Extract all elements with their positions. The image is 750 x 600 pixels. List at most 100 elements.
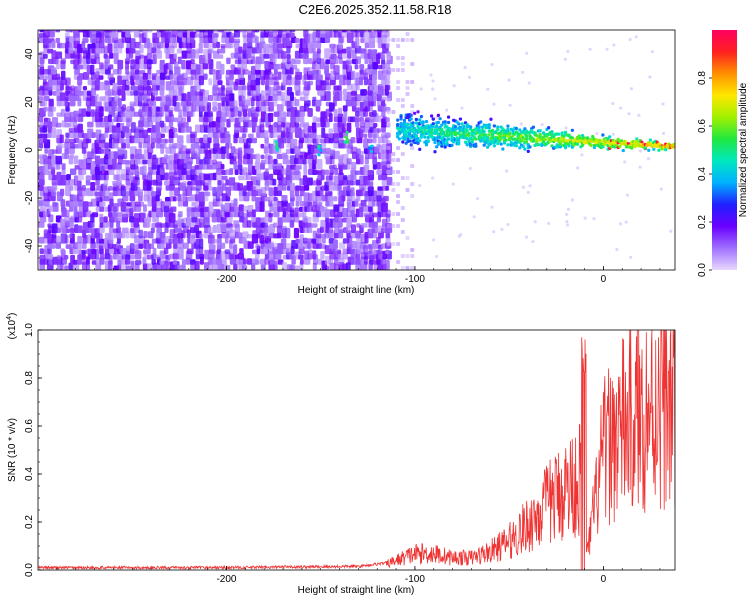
heatmap-cell bbox=[234, 169, 239, 175]
heatmap-cell bbox=[426, 140, 430, 144]
heatmap-cell bbox=[68, 179, 75, 186]
heatmap-cell bbox=[168, 30, 174, 38]
heatmap-cell bbox=[94, 155, 101, 165]
heatmap-cell bbox=[60, 218, 66, 228]
heatmap-cell bbox=[52, 106, 57, 112]
heatmap-cell bbox=[155, 75, 161, 80]
heatmap-cell bbox=[400, 266, 405, 270]
heatmap-cell bbox=[60, 248, 65, 255]
heatmap-cell bbox=[77, 225, 83, 234]
heatmap-cell bbox=[396, 158, 401, 162]
heatmap-cell bbox=[435, 255, 439, 259]
heatmap-cell bbox=[234, 38, 241, 43]
heatmap-cell bbox=[492, 124, 496, 128]
heatmap-cell bbox=[490, 62, 494, 66]
heatmap-cell bbox=[588, 47, 592, 51]
heatmap-cell bbox=[460, 122, 464, 126]
heatmap-cell bbox=[186, 206, 192, 212]
heatmap-cell bbox=[177, 102, 182, 112]
heatmap-cell bbox=[43, 96, 50, 102]
heatmap-cell bbox=[159, 223, 166, 228]
heatmap-cell bbox=[229, 93, 235, 102]
heatmap-cell bbox=[294, 38, 300, 43]
heatmap-cell bbox=[386, 122, 391, 126]
heatmap-cell bbox=[350, 116, 356, 123]
heatmap-cell bbox=[463, 65, 467, 69]
heatmap-cell bbox=[317, 153, 321, 157]
heatmap-cell bbox=[432, 238, 436, 242]
heatmap-cell bbox=[316, 201, 323, 207]
heatmap-cell bbox=[47, 223, 52, 228]
heatmap-cell bbox=[230, 52, 235, 59]
heatmap-cell bbox=[164, 205, 170, 212]
heatmap-cell bbox=[173, 90, 178, 96]
heatmap-cell bbox=[51, 128, 57, 138]
heatmap-cell bbox=[611, 132, 615, 136]
heatmap-cell bbox=[569, 140, 573, 144]
heatmap-cell bbox=[275, 148, 279, 152]
heatmap-cell bbox=[315, 62, 321, 70]
heatmap-cell bbox=[104, 30, 109, 33]
heatmap-cell bbox=[111, 125, 117, 133]
heatmap-cell bbox=[316, 51, 321, 59]
heatmap-cell bbox=[220, 43, 226, 49]
heatmap-cell bbox=[69, 168, 77, 175]
heatmap-cell bbox=[103, 53, 108, 59]
heatmap-cell bbox=[169, 154, 174, 165]
heatmap-cell bbox=[242, 190, 247, 197]
heatmap-cell bbox=[552, 135, 556, 139]
heatmap-cell bbox=[203, 206, 210, 212]
heatmap-cell bbox=[143, 230, 148, 239]
heatmap-cell bbox=[528, 184, 532, 188]
heatmap-cell bbox=[482, 129, 486, 134]
snr-series bbox=[38, 330, 675, 570]
heatmap-cell bbox=[401, 140, 405, 144]
heatmap-cell bbox=[147, 120, 154, 128]
heatmap-cell bbox=[81, 147, 87, 154]
heatmap-cell bbox=[233, 244, 238, 255]
heatmap-cell bbox=[254, 30, 260, 33]
heatmap-cell bbox=[396, 260, 401, 264]
heatmap-cell bbox=[385, 249, 390, 255]
heatmap-cell bbox=[191, 186, 197, 191]
heatmap-cell bbox=[147, 195, 153, 207]
heatmap-cell bbox=[396, 80, 401, 84]
heatmap-cell bbox=[116, 174, 121, 181]
heatmap-cell bbox=[302, 159, 307, 165]
heatmap-cell bbox=[78, 90, 84, 96]
heatmap-cell bbox=[303, 258, 311, 265]
heatmap-cell bbox=[129, 135, 135, 144]
heatmap-cell bbox=[371, 200, 376, 207]
heatmap-cell bbox=[355, 110, 360, 117]
heatmap-cell bbox=[346, 122, 352, 133]
heatmap-cell bbox=[344, 135, 348, 139]
heatmap-cell bbox=[199, 253, 205, 260]
heatmap-cell bbox=[117, 212, 123, 218]
heatmap-cell bbox=[386, 110, 391, 114]
y-multiplier: (x104) bbox=[6, 313, 18, 340]
heatmap-cell bbox=[465, 136, 469, 141]
heatmap-cell bbox=[135, 50, 141, 59]
heatmap-cell bbox=[129, 38, 136, 49]
heatmap-cell bbox=[273, 158, 278, 165]
heatmap-cell bbox=[419, 87, 423, 91]
heatmap-cell bbox=[55, 122, 62, 128]
heatmap-cell bbox=[290, 182, 296, 191]
heatmap-cell bbox=[90, 221, 95, 228]
heatmap-cell bbox=[185, 148, 192, 154]
heatmap-cell bbox=[536, 143, 541, 147]
heatmap-cell bbox=[165, 242, 172, 249]
x-axis-bottom: -200 -100 0 bbox=[56, 566, 661, 585]
heatmap-cell bbox=[182, 163, 188, 170]
heatmap-cell bbox=[159, 259, 164, 265]
heatmap-cell bbox=[165, 185, 170, 191]
heatmap-cell bbox=[385, 62, 391, 70]
heatmap-cell bbox=[265, 30, 270, 33]
heatmap-cell bbox=[298, 47, 304, 54]
heatmap-cell bbox=[198, 172, 205, 181]
heatmap-cell bbox=[299, 234, 304, 244]
heatmap-cell bbox=[260, 90, 265, 102]
heatmap-cell bbox=[400, 62, 405, 66]
heatmap-cell bbox=[173, 133, 179, 138]
heatmap-cell bbox=[359, 121, 366, 128]
